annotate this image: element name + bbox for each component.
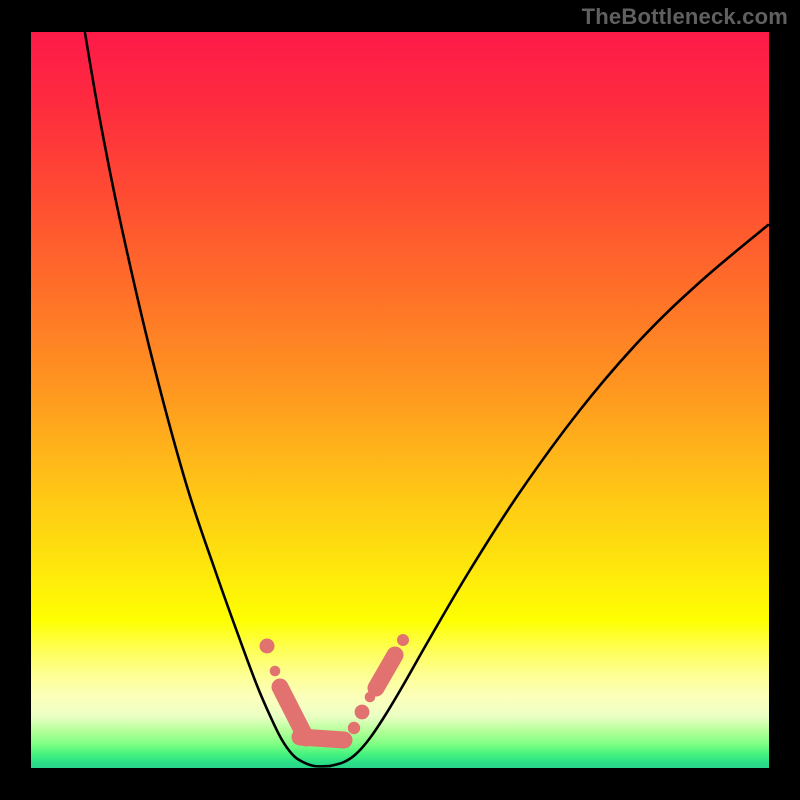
chart-stage: TheBottleneck.com xyxy=(0,0,800,800)
marker-dot xyxy=(270,666,281,677)
marker-dot xyxy=(260,639,275,654)
marker-capsule xyxy=(300,737,344,740)
watermark-text: TheBottleneck.com xyxy=(582,4,788,30)
marker-dot xyxy=(397,634,409,646)
marker-dot xyxy=(355,705,370,720)
bottleneck-chart xyxy=(0,0,800,800)
marker-dot xyxy=(348,722,360,734)
